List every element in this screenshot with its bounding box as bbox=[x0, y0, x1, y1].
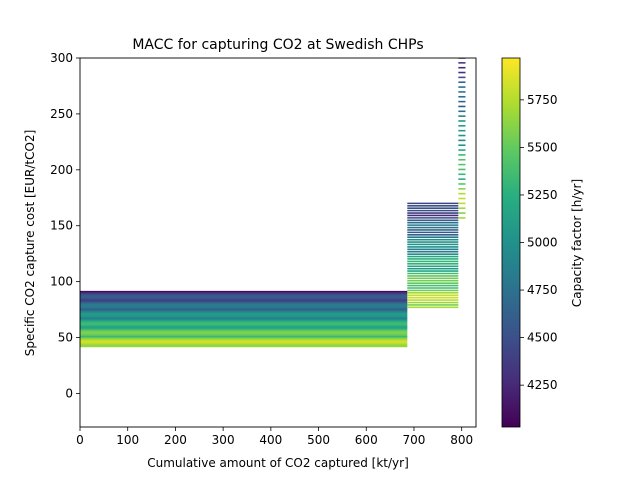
colorbar-tick-label: 4250 bbox=[527, 378, 558, 392]
x-tick-label: 0 bbox=[76, 433, 84, 447]
x-axis-label: Cumulative amount of CO2 captured [kt/yr… bbox=[147, 456, 409, 470]
x-tick-label: 800 bbox=[450, 433, 473, 447]
y-tick-label: 100 bbox=[50, 275, 73, 289]
y-tick-label: 200 bbox=[50, 163, 73, 177]
y-tick-label: 50 bbox=[58, 331, 73, 345]
y-axis-label: Specific CO2 capture cost [EUR/tCO2] bbox=[23, 130, 37, 357]
colorbar-tick-label: 4500 bbox=[527, 331, 558, 345]
x-tick-label: 400 bbox=[259, 433, 282, 447]
x-tick-label: 300 bbox=[212, 433, 235, 447]
x-tick-label: 100 bbox=[116, 433, 139, 447]
colorbar bbox=[501, 57, 521, 428]
colorbar-tick-label: 4750 bbox=[527, 283, 558, 297]
data-lines bbox=[80, 58, 466, 348]
x-tick-label: 500 bbox=[307, 433, 330, 447]
y-tick-label: 250 bbox=[50, 107, 73, 121]
colorbar-tick-label: 5250 bbox=[527, 188, 558, 202]
colorbar-tick-label: 5750 bbox=[527, 93, 558, 107]
colorbar-tick-label: 5000 bbox=[527, 236, 558, 250]
x-tick-label: 700 bbox=[403, 433, 426, 447]
y-tick-label: 0 bbox=[65, 386, 73, 400]
plot-frame bbox=[79, 57, 477, 428]
y-tick-label: 300 bbox=[50, 51, 73, 65]
y-axis: 0 50 100 150 200 250 300 bbox=[50, 51, 80, 400]
colorbar-axis: 4250 4500 4750 5000 5250 5500 5750 bbox=[520, 93, 558, 392]
x-tick-label: 600 bbox=[355, 433, 378, 447]
x-axis: 0 100 200 300 400 500 600 700 800 bbox=[76, 427, 473, 447]
colorbar-label: Capacity factor [h/yr] bbox=[570, 179, 584, 307]
colorbar-tick-label: 5500 bbox=[527, 140, 558, 154]
y-tick-label: 150 bbox=[50, 219, 73, 233]
chart-title: MACC for capturing CO2 at Swedish CHPs bbox=[132, 37, 423, 53]
x-tick-label: 200 bbox=[164, 433, 187, 447]
